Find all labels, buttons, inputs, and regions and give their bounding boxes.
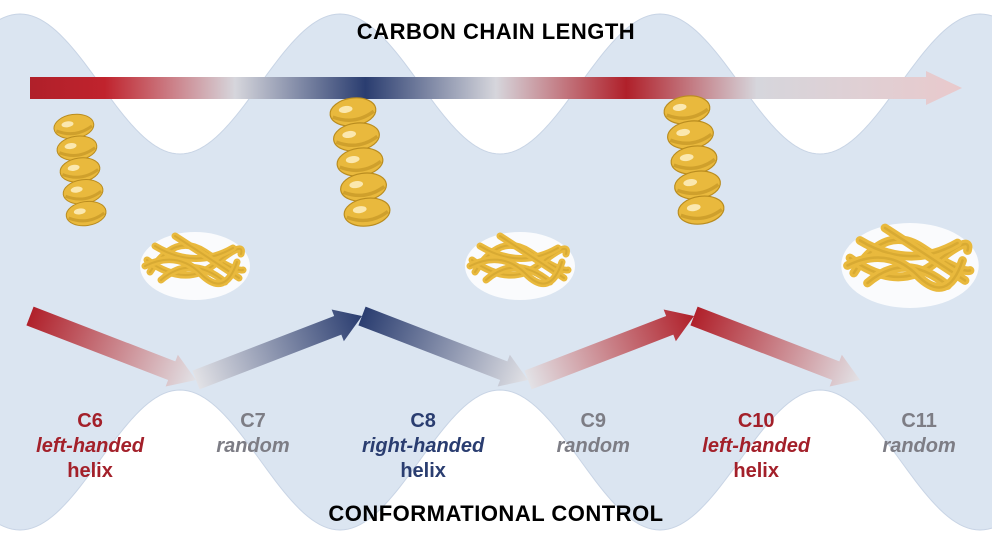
bottom-title: CONFORMATIONAL CONTROL [0, 501, 992, 527]
top-title: CARBON CHAIN LENGTH [0, 19, 992, 45]
label-name: C7 [216, 409, 289, 434]
label-name: C8 [362, 409, 484, 434]
label-name: C11 [882, 409, 955, 434]
pasta-pile-icon [465, 232, 575, 300]
pasta-pile-icon [140, 232, 250, 300]
label-desc2: helix [36, 459, 144, 484]
label-desc: left-handed [36, 434, 144, 459]
label-name: C6 [36, 409, 144, 434]
carbon-label-c6: C6left-handedhelix [36, 409, 144, 484]
label-desc: right-handed [362, 434, 484, 459]
label-desc: random [882, 434, 955, 459]
carbon-label-c9: C9random [557, 409, 630, 484]
top-gradient-arrow [30, 71, 962, 105]
carbon-label-c8: C8right-handedhelix [362, 409, 484, 484]
label-desc: random [557, 434, 630, 459]
label-name: C9 [557, 409, 630, 434]
label-desc: random [216, 434, 289, 459]
label-desc: left-handed [702, 434, 810, 459]
carbon-label-c10: C10left-handedhelix [702, 409, 810, 484]
diagram-root: CARBON CHAIN LENGTH CONFORMATIONAL CONTRO… [0, 0, 992, 544]
label-name: C10 [702, 409, 810, 434]
carbon-label-c11: C11random [882, 409, 955, 484]
carbon-label-c7: C7random [216, 409, 289, 484]
carbon-labels: C6left-handedhelixC7randomC8right-handed… [0, 409, 992, 484]
label-desc2: helix [362, 459, 484, 484]
label-desc2: helix [702, 459, 810, 484]
pasta-pile-icon [841, 223, 979, 308]
